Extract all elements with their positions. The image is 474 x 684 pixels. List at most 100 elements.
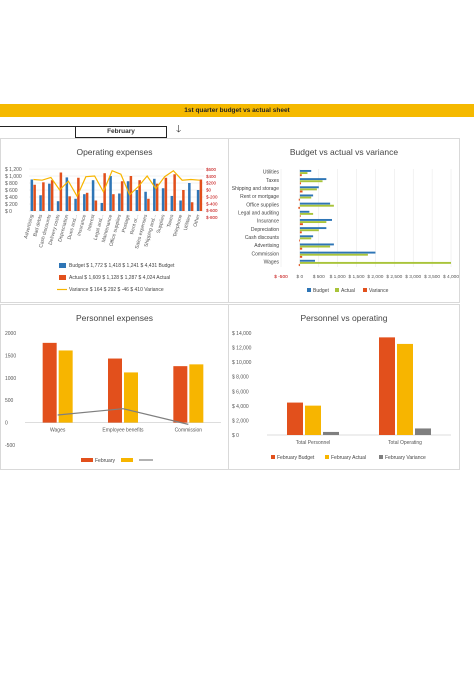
bar bbox=[179, 200, 182, 211]
bar bbox=[299, 245, 331, 248]
x-tick-label: Postage bbox=[121, 214, 132, 233]
bar bbox=[58, 350, 73, 423]
legend-entry: Actual bbox=[341, 288, 355, 294]
bar bbox=[135, 190, 139, 211]
bar bbox=[323, 431, 339, 435]
legend-entry: February bbox=[95, 458, 116, 464]
y-tick-label: Rent or mortgage bbox=[240, 194, 279, 200]
month-selector[interactable]: February bbox=[75, 126, 167, 138]
right-tick-label: $-600 bbox=[206, 208, 218, 213]
bar bbox=[299, 186, 319, 189]
y-tick-label: Office supplies bbox=[246, 202, 279, 208]
x-tick-label: Telephone bbox=[172, 214, 184, 238]
bar bbox=[299, 237, 312, 240]
bar bbox=[299, 221, 327, 224]
right-tick-label: $0 bbox=[206, 188, 212, 193]
x-tick-label: $ 1,500 bbox=[349, 274, 365, 280]
bar bbox=[56, 201, 60, 211]
legend-entry: Budget bbox=[313, 288, 329, 294]
y-tick-label: 2000 bbox=[5, 331, 16, 337]
bar bbox=[161, 188, 165, 211]
bar bbox=[299, 247, 303, 250]
bar bbox=[147, 198, 150, 211]
legend-swatch bbox=[59, 263, 66, 268]
bar bbox=[173, 174, 176, 211]
y-tick-label: -500 bbox=[5, 443, 15, 449]
right-tick-label: $600 bbox=[206, 167, 217, 172]
variance-line bbox=[33, 169, 200, 198]
bar bbox=[65, 177, 69, 211]
y-tick-label: Advertising bbox=[254, 243, 279, 249]
x-tick-label: $ 2,000 bbox=[367, 274, 383, 280]
bar bbox=[299, 172, 308, 175]
y-tick-label: $ 0 bbox=[5, 209, 12, 215]
bar bbox=[118, 193, 121, 211]
bar bbox=[190, 202, 194, 211]
legend-entry: February Actual bbox=[331, 455, 366, 461]
bar bbox=[42, 342, 57, 423]
bar bbox=[299, 243, 334, 246]
bar bbox=[153, 178, 156, 211]
legend-swatch bbox=[59, 275, 66, 280]
legend-swatch bbox=[335, 288, 339, 292]
variance-line bbox=[57, 408, 189, 425]
x-tick-label: Interest bbox=[86, 213, 96, 231]
bar bbox=[299, 204, 334, 207]
x-tick-label: Commission bbox=[175, 428, 203, 434]
bar bbox=[120, 181, 124, 211]
chart-title: Operating expenses bbox=[76, 147, 153, 157]
budget-vs-actual-panel: Budget vs actual vs variance $ -500 $ 0 $ … bbox=[228, 138, 460, 303]
x-tick-label: Wages bbox=[50, 428, 66, 434]
bar bbox=[91, 180, 95, 211]
bar bbox=[299, 212, 314, 215]
chart-title: Budget vs actual vs variance bbox=[289, 147, 399, 157]
legend-swatch bbox=[271, 455, 275, 459]
bar bbox=[33, 184, 36, 211]
operating-expenses-panel: Operating expenses $ 1,200 $ 1,000 $ 800 $ … bbox=[0, 138, 229, 303]
chart-title: Personnel expenses bbox=[75, 313, 154, 323]
x-tick-label: Insurance bbox=[76, 214, 88, 237]
legend-entry: February Budget bbox=[277, 455, 315, 461]
y-tick-label: 0 bbox=[5, 421, 8, 427]
x-tick-label: Supplies bbox=[156, 213, 167, 234]
bar bbox=[50, 180, 54, 211]
sheet-title: 1st quarter budget vs actual sheet bbox=[184, 107, 290, 114]
y-tick-label: $ 1,000 bbox=[5, 174, 22, 180]
bar bbox=[299, 215, 301, 217]
bar bbox=[299, 202, 331, 205]
legend-swatch bbox=[363, 288, 367, 292]
bar bbox=[415, 428, 431, 435]
bar bbox=[138, 180, 141, 211]
bar bbox=[305, 405, 321, 435]
personnel-expenses-chart: 2000 1500 1000 500 0 -500 Wages Employee benefi… bbox=[5, 331, 221, 464]
bar bbox=[397, 343, 413, 435]
legend-entry: Variance bbox=[369, 288, 389, 294]
legend-swatch bbox=[379, 455, 383, 459]
bar bbox=[299, 196, 312, 199]
legend-entry: February Variance bbox=[385, 455, 426, 461]
operating-expenses-chart: $ 1,200$ 1,000$ 800$ 600$ 400$ 200$ 0 $60… bbox=[5, 167, 218, 293]
bar bbox=[299, 188, 317, 191]
y-tick-label: $ 0 bbox=[232, 433, 239, 439]
y-tick-label: $ 12,000 bbox=[232, 346, 252, 352]
bar bbox=[144, 191, 147, 211]
chart-title: Personnel vs operating bbox=[300, 313, 388, 323]
legend-entry: Budget $ 1,772 $ 1,418 $ 1,241 $ 4,431 B… bbox=[69, 263, 175, 269]
x-tick-label: $ 1,000 bbox=[330, 274, 346, 280]
x-tick-label: $ 2,500 bbox=[386, 274, 402, 280]
right-tick-label: $200 bbox=[206, 181, 217, 186]
y-tick-label: Insurance bbox=[257, 219, 279, 225]
legend-entry: Variance $ 164 $ 292 $ -46 $ 410 Varianc… bbox=[69, 287, 164, 293]
y-tick-label: Shipping and storage bbox=[232, 186, 279, 192]
down-arrow-icon[interactable]: 🡓 bbox=[176, 124, 182, 135]
bar bbox=[126, 181, 130, 211]
bar bbox=[299, 194, 314, 197]
bar bbox=[299, 174, 302, 177]
y-tick-label: 500 bbox=[5, 398, 14, 404]
bar bbox=[299, 169, 312, 172]
bar bbox=[298, 198, 300, 201]
bar bbox=[199, 179, 203, 211]
y-tick-label: Utilities bbox=[263, 170, 280, 176]
legend-swatch bbox=[81, 458, 93, 462]
bar bbox=[299, 239, 300, 242]
